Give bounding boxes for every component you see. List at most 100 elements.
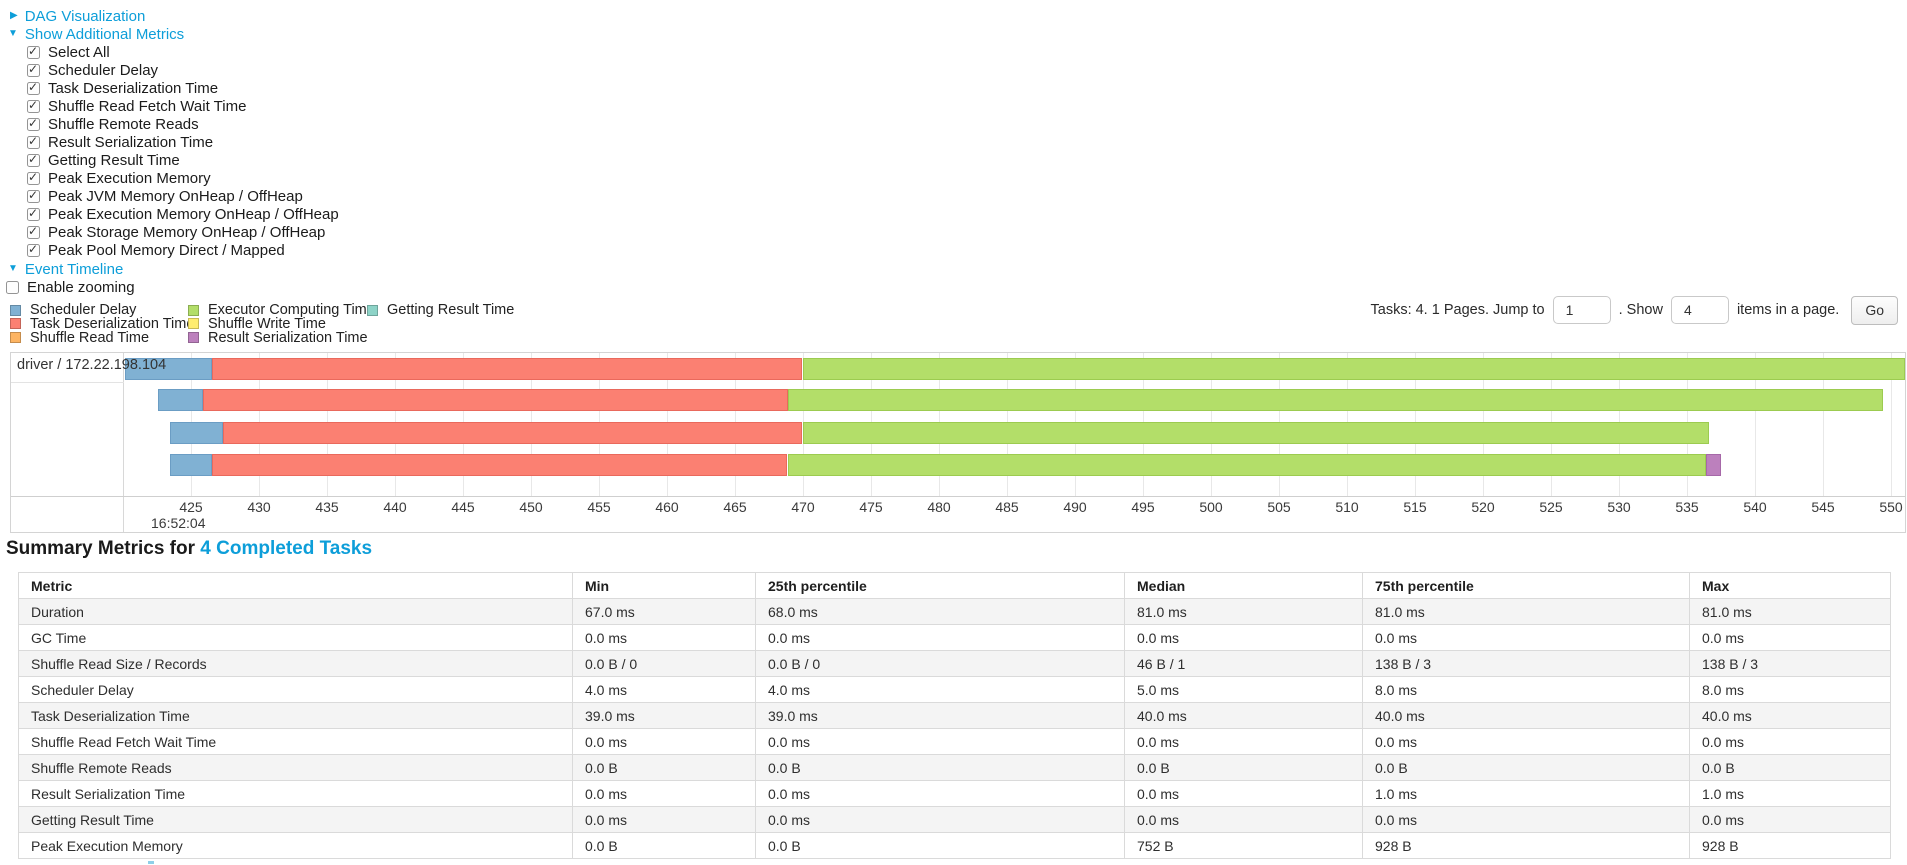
task-bar-segment-task-deserialization[interactable]	[203, 389, 788, 411]
task-bar-segment-executor-computing[interactable]	[788, 389, 1883, 411]
metric-name-cell: Shuffle Remote Reads	[18, 754, 573, 781]
metric-checkbox-row[interactable]: Select All	[27, 43, 110, 61]
summary-table-row: Shuffle Read Fetch Wait Time 0.0 ms 0.0 ms…	[18, 728, 1891, 755]
task-bar-segment-executor-computing[interactable]	[803, 358, 1905, 380]
metric-value-cell: 0.0 B	[755, 832, 1125, 859]
axis-tick-label: 450	[519, 499, 543, 515]
checkbox-checked-icon[interactable]	[27, 170, 40, 185]
metric-value-cell: 39.0 ms	[755, 702, 1125, 729]
metric-value-cell: 0.0 B	[572, 832, 756, 859]
task-bar-segment-executor-computing[interactable]	[803, 422, 1709, 444]
task-bar-segment-scheduler-delay[interactable]	[158, 389, 203, 411]
dag-visualization-label: DAG Visualization	[24, 7, 146, 25]
result-serialization-swatch-icon	[188, 332, 199, 344]
show-additional-metrics-toggle[interactable]: ▼ Show Additional Metrics	[8, 25, 184, 43]
task-bar-segment-task-deserialization[interactable]	[212, 454, 787, 476]
jump-to-page-input[interactable]	[1552, 296, 1611, 324]
axis-tick-label: 540	[1743, 499, 1767, 515]
metric-checkbox-label: Peak Pool Memory Direct / Mapped	[48, 241, 285, 259]
metric-value-cell: 0.0 B / 0	[572, 650, 756, 677]
dag-visualization-toggle[interactable]: ▶ DAG Visualization	[10, 7, 145, 25]
axis-tick-label: 445	[451, 499, 475, 515]
axis-tick-label: 455	[587, 499, 611, 515]
checkbox-checked-icon[interactable]	[27, 188, 40, 203]
metric-checkbox-row[interactable]: Scheduler Delay	[27, 61, 158, 79]
metric-value-cell: 0.0 ms	[572, 780, 756, 807]
checkbox-checked-icon[interactable]	[27, 242, 40, 257]
task-bar-segment-scheduler-delay[interactable]	[125, 358, 212, 380]
event-timeline-label: Event Timeline	[24, 260, 124, 278]
task-bar-segment-result-serialization[interactable]	[1706, 454, 1721, 476]
summary-table-header-row: Metric Min 25th percentile Median 75th perce…	[18, 572, 1891, 599]
axis-tick-label: 530	[1607, 499, 1631, 515]
metric-value-cell: 68.0 ms	[755, 598, 1125, 625]
metric-checkbox-row[interactable]: Shuffle Read Fetch Wait Time	[27, 97, 246, 115]
task-bar-segment-executor-computing[interactable]	[788, 454, 1706, 476]
items-per-page-input[interactable]	[1670, 296, 1729, 324]
axis-tick-label: 520	[1471, 499, 1495, 515]
go-button[interactable]: Go	[1851, 295, 1898, 325]
checkbox-checked-icon[interactable]	[27, 62, 40, 77]
metric-value-cell: 81.0 ms	[1124, 598, 1363, 625]
pagination-mid-label: . Show	[1618, 302, 1663, 318]
event-timeline-chart[interactable]: driver / 172.22.198.104 425 430 435 440 445 4…	[10, 352, 1906, 533]
legend-label: Task Deserialization Time	[30, 315, 195, 332]
task-bar-segment-task-deserialization[interactable]	[212, 358, 802, 380]
metric-name-cell: Task Deserialization Time	[18, 702, 573, 729]
axis-tick-label: 515	[1403, 499, 1427, 515]
timeline-group-column: driver / 172.22.198.104	[11, 353, 166, 532]
summary-column-header: 25th percentile	[755, 572, 1125, 599]
checkbox-checked-icon[interactable]	[27, 134, 40, 149]
axis-tick-label: 500	[1199, 499, 1223, 515]
summary-metrics-title: Summary Metrics for 4 Completed Tasks	[6, 538, 372, 560]
metric-checkbox-row[interactable]: Task Deserialization Time	[27, 79, 218, 97]
task-bar-segment-task-deserialization[interactable]	[223, 422, 802, 444]
axis-tick-label: 490	[1063, 499, 1087, 515]
metric-value-cell: 0.0 B / 0	[755, 650, 1125, 677]
timeline-time-axis: 425 430 435 440 445 450 455 460 465 470 475 480 485 4…	[11, 496, 1905, 532]
task-bar-segment-scheduler-delay[interactable]	[170, 454, 212, 476]
metric-checkbox-label: Select All	[48, 43, 110, 61]
metric-name-cell: Duration	[18, 598, 573, 625]
metric-checkbox-row[interactable]: Getting Result Time	[27, 151, 180, 169]
metric-checkbox-row[interactable]: Peak JVM Memory OnHeap / OffHeap	[27, 187, 303, 205]
completed-tasks-link[interactable]: 4 Completed Tasks	[200, 538, 373, 559]
gridline	[1755, 353, 1756, 496]
checkbox-checked-icon[interactable]	[27, 44, 40, 59]
checkbox-unchecked-icon[interactable]	[6, 280, 19, 294]
metric-checkbox-label: Scheduler Delay	[48, 61, 159, 79]
chevron-down-icon: ▼	[8, 263, 18, 274]
task-bar-segment-scheduler-delay[interactable]	[170, 422, 223, 444]
executor-computing-swatch-icon	[188, 304, 199, 316]
metric-checkbox-label: Shuffle Remote Reads	[48, 115, 199, 133]
summary-table-row: Peak Execution Memory 0.0 B 0.0 B 752 B 928 …	[18, 832, 1891, 859]
checkbox-checked-icon[interactable]	[27, 152, 40, 167]
axis-tick-label: 470	[791, 499, 815, 515]
enable-zooming-checkbox-row[interactable]: Enable zooming	[6, 278, 135, 296]
event-timeline-toggle[interactable]: ▼ Event Timeline	[8, 260, 123, 278]
axis-tick-label: 495	[1131, 499, 1155, 515]
metric-checkbox-row[interactable]: Shuffle Remote Reads	[27, 115, 199, 133]
metric-value-cell: 0.0 ms	[1362, 806, 1690, 833]
metric-checkbox-row[interactable]: Peak Execution Memory	[27, 169, 211, 187]
timeline-plot-area[interactable]	[124, 353, 1905, 496]
legend-item: Executor Computing Time	[188, 302, 375, 318]
axis-tick-label: 425	[179, 499, 203, 515]
axis-tick-label: 435	[315, 499, 339, 515]
checkbox-checked-icon[interactable]	[27, 80, 40, 95]
legend-label: Shuffle Read Time	[30, 329, 150, 346]
checkbox-checked-icon[interactable]	[27, 116, 40, 131]
checkbox-checked-icon[interactable]	[27, 206, 40, 221]
metric-checkbox-row[interactable]: Peak Pool Memory Direct / Mapped	[27, 241, 285, 259]
metric-checkbox-row[interactable]: Peak Execution Memory OnHeap / OffHeap	[27, 205, 339, 223]
metric-value-cell: 67.0 ms	[572, 598, 756, 625]
metric-value-cell: 0.0 ms	[1689, 624, 1891, 651]
checkbox-checked-icon[interactable]	[27, 224, 40, 239]
checkbox-checked-icon[interactable]	[27, 98, 40, 113]
metric-checkbox-row[interactable]: Peak Storage Memory OnHeap / OffHeap	[27, 223, 325, 241]
metric-checkbox-row[interactable]: Result Serialization Time	[27, 133, 213, 151]
legend-label: Getting Result Time	[387, 302, 515, 318]
metric-value-cell: 4.0 ms	[755, 676, 1125, 703]
executor-group-label: driver / 172.22.198.104	[17, 357, 167, 373]
metric-value-cell: 928 B	[1689, 832, 1891, 859]
